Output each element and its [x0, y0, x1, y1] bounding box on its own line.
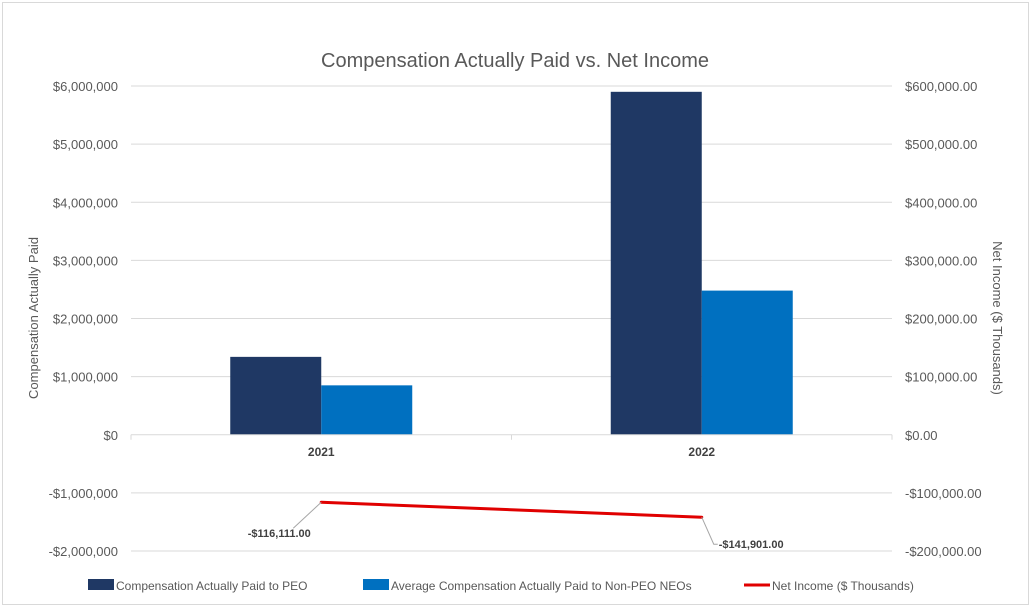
y2-tick-label: $600,000.00 — [905, 79, 977, 94]
y-tick-label: $4,000,000 — [53, 195, 118, 210]
y2-tick-label: $500,000.00 — [905, 137, 977, 152]
chart-title: Compensation Actually Paid vs. Net Incom… — [321, 50, 709, 72]
legend-label: Average Compensation Actually Paid to No… — [391, 579, 692, 593]
y-tick-label: -$1,000,000 — [49, 486, 118, 501]
label-leader — [292, 501, 322, 529]
legend-label: Net Income ($ Thousands) — [772, 579, 914, 593]
y2-tick-label: -$100,000.00 — [905, 486, 982, 501]
bar-peo — [230, 356, 322, 435]
legend-swatch — [363, 579, 389, 590]
y-tick-label: $6,000,000 — [53, 79, 118, 94]
y2-tick-label: -$200,000.00 — [905, 544, 982, 559]
y2-tick-label: $0.00 — [905, 428, 938, 443]
y-tick-label: $3,000,000 — [53, 253, 118, 268]
net-income-line: -$116,111.00 -$141,901.00 — [248, 500, 784, 551]
left-axis-ticks: $6,000,000 $5,000,000 $4,000,000 $3,000,000… — [49, 79, 118, 559]
category-label: 2022 — [688, 445, 715, 459]
bar-non-peo — [321, 385, 413, 435]
left-axis-title: Compensation Actually Paid — [26, 237, 41, 399]
bar-series — [230, 91, 793, 435]
legend: Compensation Actually Paid to PEO Average… — [88, 579, 914, 593]
category-axis: 2021 2022 — [130, 434, 893, 459]
right-axis-ticks: $600,000.00 $500,000.00 $400,000.00 $300,00… — [905, 79, 982, 559]
category-label: 2021 — [308, 445, 335, 459]
y2-tick-label: $200,000.00 — [905, 312, 977, 327]
y-tick-label: -$2,000,000 — [49, 544, 118, 559]
y2-tick-label: $100,000.00 — [905, 370, 977, 385]
label-leader — [701, 517, 718, 545]
y-tick-label: $2,000,000 — [53, 312, 118, 327]
right-axis-title: Net Income ($ Thousands) — [990, 241, 1005, 395]
legend-label: Compensation Actually Paid to PEO — [116, 579, 307, 593]
data-label: -$116,111.00 — [248, 528, 311, 540]
y2-tick-label: $400,000.00 — [905, 195, 977, 210]
legend-swatch — [88, 579, 114, 590]
bar-non-peo — [701, 290, 793, 435]
y-tick-label: $1,000,000 — [53, 370, 118, 385]
bar-peo — [610, 91, 702, 435]
data-label: -$141,901.00 — [719, 539, 784, 551]
y-tick-label: $5,000,000 — [53, 137, 118, 152]
net-income-series-line — [319, 500, 704, 519]
y-tick-label: $0 — [104, 428, 118, 443]
y2-tick-label: $300,000.00 — [905, 253, 977, 268]
